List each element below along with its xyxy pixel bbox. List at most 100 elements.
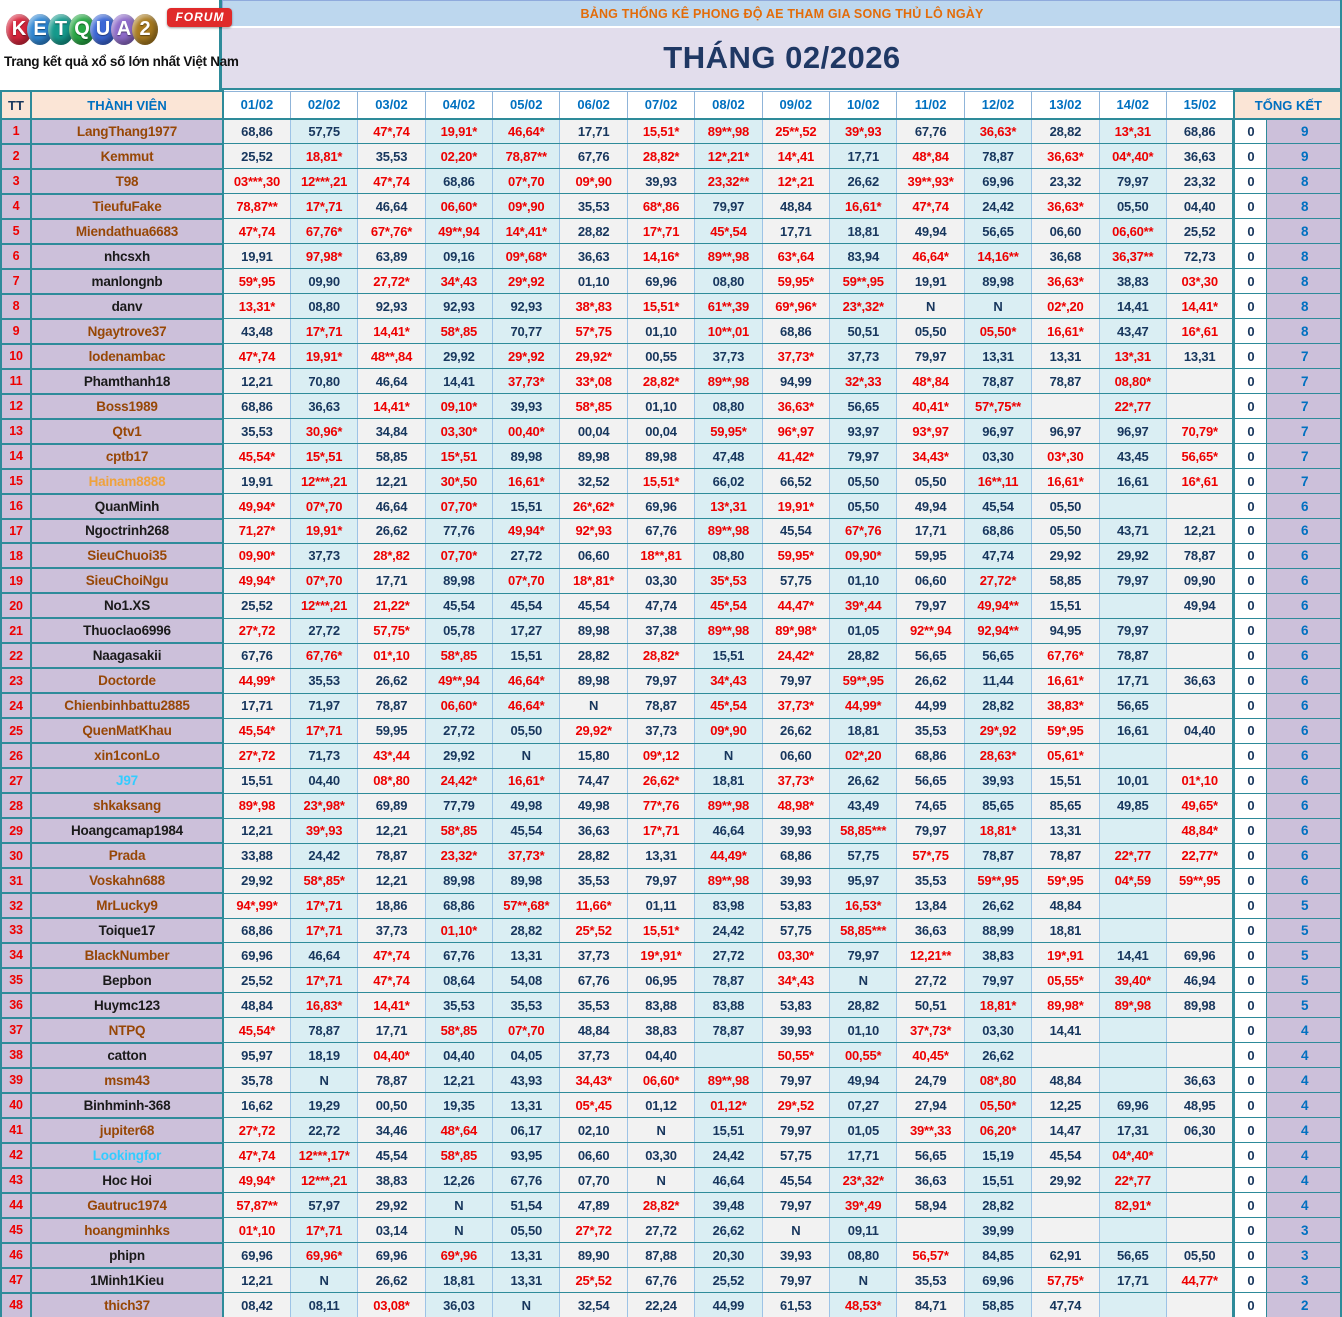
table-row: 40 Binhminh-368 16,62 19,29 00,50 19,35 13,31 0… [0,1091,1340,1119]
table-row: 29 Hoangcamap1984 12,21 39*,93 12,21 58*,85 45… [0,817,1340,845]
member-name[interactable]: Toique17 [30,917,224,944]
score-cell: 89**,98 [694,243,763,270]
zero-count-cell: 0 [1232,343,1268,370]
member-name[interactable]: Hainam8888 [30,467,224,495]
date-column-header: 12/02 [963,90,1033,120]
score-cell: 16,61 [1098,717,1167,744]
member-name[interactable]: SieuChoiNgu [30,567,224,595]
row-number: 42 [0,1141,32,1169]
score-cell: 03,30* [424,418,494,445]
member-name[interactable]: Voskahn688 [30,867,224,895]
score-cell: 17,71 [357,1017,426,1044]
header-total: TỔNG KẾT [1232,90,1340,120]
member-name[interactable]: msm43 [30,1066,224,1094]
score-cell: 29,92 [424,742,494,769]
score-cell: 43,49 [829,792,898,819]
score-cell: 34,84 [357,418,426,445]
table-row: 10 lodenambac 47*,74 19,91* 48**,84 29,92 29*,… [0,342,1340,370]
member-name[interactable]: LangThang1977 [30,118,224,145]
member-name[interactable]: Boss1989 [30,392,224,420]
member-name[interactable]: SieuChuoi35 [30,542,224,570]
member-name[interactable]: manlongnb [30,267,224,295]
total-score-cell: 5 [1266,892,1340,919]
score-cell: 47,89 [559,1192,628,1219]
score-cell: 48**,84 [357,343,426,370]
score-cell: 69,96 [222,942,291,969]
score-cell: 17,31 [1098,1117,1167,1144]
member-name[interactable]: xin1conLo [30,742,224,770]
score-cell: 12,21 [357,817,426,844]
member-name[interactable]: QuanMinh [30,492,224,520]
member-name[interactable]: Gautruc1974 [30,1191,224,1219]
member-name[interactable]: phipn [30,1241,224,1269]
score-cell [1165,1292,1235,1317]
member-name[interactable]: QuenMatKhau [30,717,224,745]
member-name[interactable]: Lookingfor [30,1141,224,1169]
member-name[interactable]: Huymc123 [30,991,224,1019]
table-row: 15 Hainam8888 19,91 12***,21 12,21 30*,50 16,6… [0,467,1340,495]
member-name[interactable]: Miendathua6683 [30,217,224,245]
member-name[interactable]: J97 [30,767,224,795]
member-name[interactable]: thich37 [30,1291,224,1317]
member-name[interactable]: Hoangcamap1984 [30,817,224,845]
score-cell: 18*,81* [559,567,628,594]
member-name[interactable]: Binhminh-368 [30,1091,224,1119]
zero-count-cell: 0 [1232,967,1268,994]
member-name[interactable]: shkaksang [30,792,224,820]
score-cell: 05,50 [896,318,965,345]
date-column-header: 05/02 [492,90,561,120]
member-name[interactable]: NTPQ [30,1016,224,1044]
score-cell: 05,50* [963,1092,1033,1119]
score-cell: 49,65* [1165,792,1235,819]
member-name[interactable]: danv [30,292,224,320]
member-name[interactable]: 1Minh1Kieu [30,1266,224,1294]
score-cell: 92,94** [963,617,1033,644]
score-cell: 30,96* [289,418,359,445]
member-name[interactable]: Qtv1 [30,417,224,445]
score-cell: 37,73 [289,542,359,569]
row-number: 13 [0,417,32,445]
score-cell: 25*,52 [559,1267,628,1294]
score-cell: N [963,293,1033,320]
member-name[interactable]: Hoc Hoi [30,1166,224,1194]
score-cell: 89**,98 [694,867,763,894]
score-cell: 15,51 [963,1167,1033,1194]
score-cell: 69,89 [357,792,426,819]
member-name[interactable]: TieufuFake [30,192,224,220]
member-name[interactable]: Naagasakii [30,642,224,670]
member-name[interactable]: jupiter68 [30,1116,224,1144]
member-name[interactable]: catton [30,1041,224,1069]
score-cell: 09*,90 [492,193,561,220]
score-cell [1165,692,1235,719]
score-cell: 46,64 [357,493,426,519]
member-name[interactable]: Ngaytrove37 [30,317,224,345]
score-cell: 15,51 [1031,592,1100,619]
member-name[interactable]: Doctorde [30,667,224,695]
score-cell: 17,71 [559,118,628,145]
member-name[interactable]: Phamthanh18 [30,367,224,395]
member-name[interactable]: Kemmut [30,142,224,170]
score-cell: 07,27 [829,1092,898,1119]
score-cell: 35,78 [222,1067,291,1094]
member-name[interactable]: lodenambac [30,342,224,370]
score-cell: 25,52 [222,967,291,994]
member-name[interactable]: hoangminhks [30,1216,224,1244]
member-name[interactable]: Chienbinhbattu2885 [30,692,224,720]
row-number: 31 [0,867,32,895]
zero-count-cell: 0 [1232,493,1268,519]
member-name[interactable]: Prada [30,842,224,870]
member-name[interactable]: T98 [30,167,224,195]
member-name[interactable]: BlackNumber [30,941,224,969]
member-name[interactable]: cptb17 [30,442,224,470]
score-cell: 35,53 [222,418,291,445]
score-cell: 46,64* [492,692,561,719]
member-name[interactable]: Ngoctrinh268 [30,517,224,545]
member-name[interactable]: MrLucky9 [30,892,224,919]
member-name[interactable]: Bepbon [30,966,224,994]
member-name[interactable]: nhcsxh [30,242,224,270]
member-name[interactable]: Thuoclao6996 [30,617,224,645]
total-score-cell: 4 [1266,1167,1340,1194]
score-cell: 23,32** [694,168,763,195]
member-name[interactable]: No1.XS [30,592,224,620]
